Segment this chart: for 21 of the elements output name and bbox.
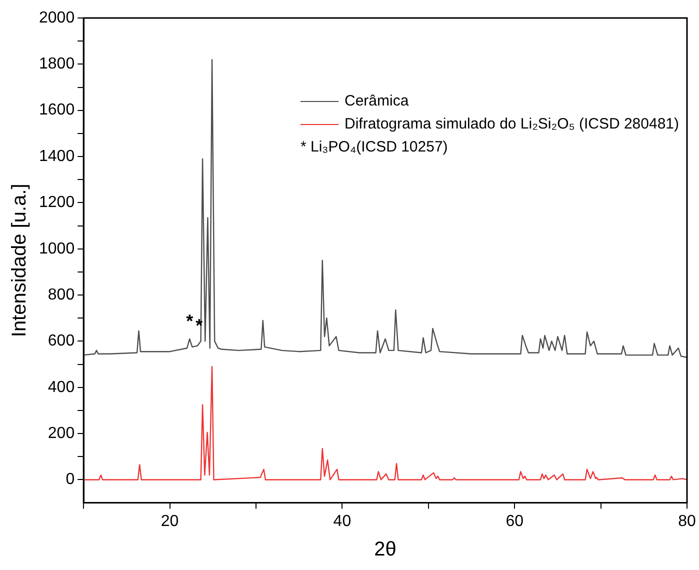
y-tick-label: 0 <box>66 471 75 488</box>
x-tick-label: 20 <box>160 512 179 530</box>
annotation: * Li₃PO₄(ICSD 10257) <box>300 138 448 156</box>
annotation: * <box>186 310 194 331</box>
x-tick-label: 80 <box>678 512 696 530</box>
y-tick-label: 800 <box>48 286 75 304</box>
y-axis-title: Intensidade [u.a.] <box>8 184 31 338</box>
y-tick-label: 2000 <box>39 9 75 26</box>
x-tick-label: 40 <box>333 512 352 530</box>
legend-label: Cerâmica <box>344 92 410 110</box>
x-tick-label: 60 <box>506 512 524 530</box>
y-tick-label: 600 <box>48 332 75 350</box>
y-tick-label: 1200 <box>39 194 75 212</box>
y-tick-label: 200 <box>48 424 75 442</box>
legend-label: Difratograma simulado do Li₂Si₂O₅ (ICSD 280481) <box>344 116 680 133</box>
y-tick-label: 400 <box>48 378 75 396</box>
y-tick-label: 1600 <box>39 102 75 119</box>
y-tick-label: 1400 <box>39 148 75 165</box>
y-tick-label: 1000 <box>39 240 75 258</box>
y-tick-label: 1800 <box>39 56 75 73</box>
x-axis-title: 2θ <box>374 538 396 561</box>
